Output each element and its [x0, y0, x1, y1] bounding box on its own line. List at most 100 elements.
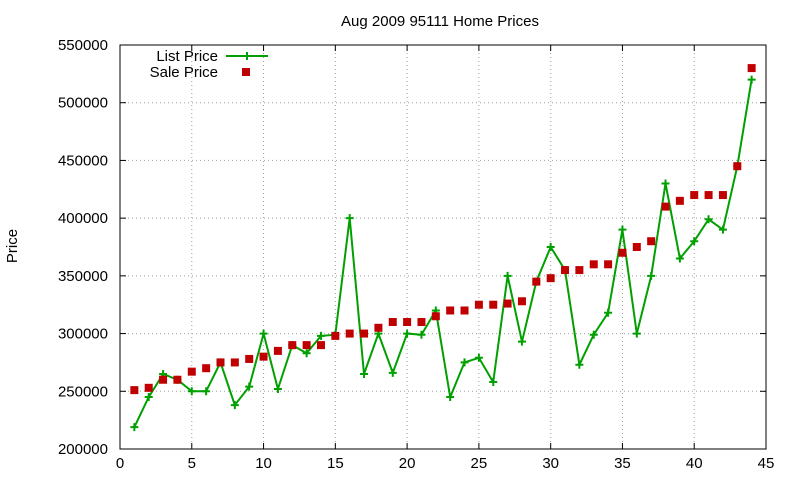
- sale-price-point: [647, 237, 656, 246]
- list-price-point: [202, 387, 211, 396]
- list-price-point: [230, 401, 239, 410]
- list-price-point: [661, 179, 670, 188]
- sale-price-point: [259, 352, 268, 361]
- list-price-point: [388, 368, 397, 377]
- sale-price-point: [130, 386, 139, 395]
- x-tick-label: 15: [327, 455, 344, 472]
- sale-price-point: [216, 358, 225, 367]
- y-tick-label: 200000: [58, 441, 108, 458]
- legend-swatch-sale-price-marker: [242, 68, 250, 76]
- list-price-point: [144, 393, 153, 402]
- legend-label-list-price: List Price: [156, 48, 218, 65]
- sale-price-point: [417, 318, 426, 327]
- sale-price-point: [546, 274, 555, 283]
- legend: List Price Sale Price: [150, 48, 268, 81]
- list-price-point: [446, 393, 455, 402]
- sale-price-point: [718, 191, 727, 200]
- list-price-point: [618, 225, 627, 234]
- list-price-point: [273, 384, 282, 393]
- y-tick-label: 250000: [58, 383, 108, 400]
- list-price-point: [704, 215, 713, 224]
- list-price-point: [747, 75, 756, 84]
- sale-price-point: [446, 306, 455, 315]
- list-price-point: [302, 349, 311, 358]
- sale-price-point: [747, 64, 756, 73]
- y-tick-label: 450000: [58, 152, 108, 169]
- list-price-point: [187, 387, 196, 396]
- sale-price-point: [360, 329, 369, 338]
- sale-price-point: [403, 318, 412, 327]
- x-tick-label: 30: [542, 455, 559, 472]
- sale-price-point: [474, 300, 483, 309]
- y-tick-label: 300000: [58, 326, 108, 343]
- list-price-point: [589, 330, 598, 339]
- list-price-point: [245, 382, 254, 391]
- list-price-point: [130, 423, 139, 432]
- sale-price-point: [589, 260, 598, 269]
- list-price-point: [259, 329, 268, 338]
- sale-price-point: [144, 383, 153, 392]
- sale-price-point: [489, 300, 498, 309]
- x-tick-label: 5: [188, 455, 196, 472]
- list-price-line: [133, 79, 753, 428]
- ticks-layer: 0 5 10 15 20 25 30 35 40 45 200000 250000 300000 3500…: [58, 37, 774, 472]
- sale-price-point: [159, 375, 168, 384]
- sale-price-point: [331, 331, 340, 340]
- sale-price-point: [173, 375, 182, 384]
- list-price-point: [417, 330, 426, 339]
- list-price-point: [647, 271, 656, 280]
- grid-layer: [120, 45, 766, 449]
- x-tick-label: 45: [758, 455, 775, 472]
- sale-price-point: [503, 299, 512, 308]
- x-tick-label: 25: [471, 455, 488, 472]
- sale-price-point: [575, 266, 584, 275]
- sale-price-point: [675, 196, 684, 205]
- y-axis-label: Price: [4, 229, 21, 263]
- x-tick-label: 20: [399, 455, 416, 472]
- sale-price-point: [532, 277, 541, 286]
- list-price-point: [517, 337, 526, 346]
- sale-price-point: [460, 306, 469, 315]
- list-price-point: [489, 378, 498, 387]
- legend-label-sale-price: Sale Price: [150, 64, 218, 81]
- chart-title: Aug 2009 95111 Home Prices: [341, 13, 539, 30]
- x-tick-label: 35: [614, 455, 631, 472]
- list-price-point: [575, 360, 584, 369]
- list-price-point: [632, 329, 641, 338]
- sale-price-point: [374, 323, 383, 332]
- list-price-point: [360, 369, 369, 378]
- list-price-point: [345, 214, 354, 223]
- list-price-point: [675, 254, 684, 263]
- sale-price-point: [604, 260, 613, 269]
- plot-frame: [119, 44, 767, 450]
- sale-price-point: [661, 202, 670, 211]
- sale-price-point: [202, 364, 211, 373]
- y-tick-label: 350000: [58, 268, 108, 285]
- sale-price-point: [302, 341, 311, 350]
- list-price-point: [403, 329, 412, 338]
- sale-price-point: [632, 243, 641, 251]
- sale-price-point: [345, 329, 354, 338]
- sale-price-point: [273, 346, 282, 355]
- list-price-point: [718, 225, 727, 234]
- sale-price-point: [431, 312, 440, 321]
- sale-price-point: [316, 341, 325, 350]
- list-price-point: [604, 308, 613, 317]
- list-price-point: [690, 237, 699, 246]
- x-tick-label: 40: [686, 455, 703, 472]
- x-tick-label: 0: [116, 455, 124, 472]
- sale-price-point: [388, 318, 397, 327]
- sale-price-point: [230, 358, 239, 367]
- y-tick-label: 400000: [58, 210, 108, 227]
- list-price-point: [460, 358, 469, 367]
- list-price-point: [474, 353, 483, 362]
- sale-price-point: [288, 341, 297, 350]
- x-tick-label: 10: [255, 455, 272, 472]
- y-tick-label: 550000: [58, 37, 108, 54]
- sale-price-point: [561, 266, 570, 275]
- series-layer: [130, 64, 756, 432]
- list-price-point: [503, 271, 512, 280]
- sale-price-point: [245, 354, 254, 363]
- legend-swatch-list-price-marker: [243, 52, 251, 60]
